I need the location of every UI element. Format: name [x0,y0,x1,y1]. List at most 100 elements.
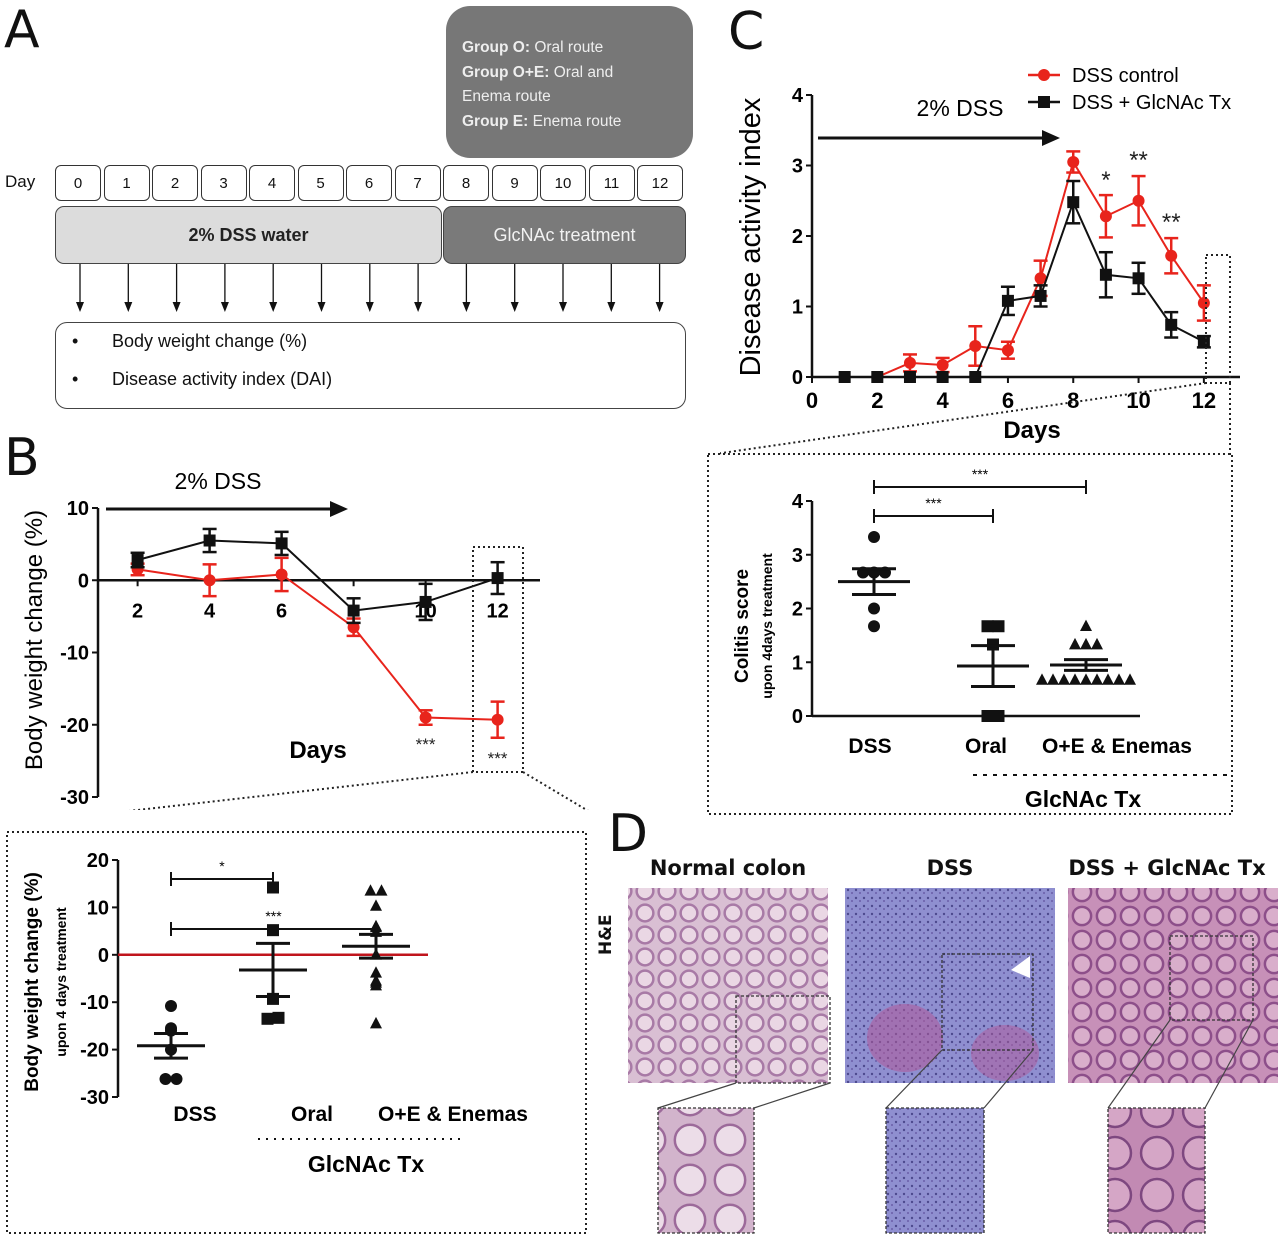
y-tick-label: 2 [792,599,803,621]
series-dss-control [871,150,1211,383]
measurement-arrowhead [124,302,133,312]
measurement-arrowhead [76,302,84,312]
data-point [1001,294,1014,307]
y-tick-label: -10 [80,992,109,1014]
y-tick-label: 4 [792,491,804,513]
group-dss [838,531,910,633]
significance-label: *** [488,749,508,768]
y-axis-label: Body weight change (%) [22,872,43,1092]
y-tick-label: -30 [60,787,89,809]
data-point [903,356,916,369]
comparison-significance: * [219,858,225,874]
dss-glcnac-colon-image-magnified [1107,1107,1206,1234]
category-label: O+E & Enemas [1042,735,1192,758]
y-tick-label: -20 [60,715,89,737]
day-label: Day [5,172,36,191]
y-tick-label: -10 [60,643,89,665]
data-point [1080,637,1092,650]
x-tick-label: 2 [871,388,883,413]
y-axis-sublabel: upon 4days treatment [759,553,775,699]
data-point [203,534,216,547]
day-cell: 8 [443,165,489,201]
y-axis-label: Disease activity index [735,97,767,376]
x-tick-label: 0 [806,388,818,413]
measurement-arrowhead [172,302,181,312]
data-point [347,621,360,634]
y-tick-label: 1 [792,652,803,674]
data-point [370,974,382,986]
measurement-arrowhead [655,302,664,312]
x-tick-label: 2 [132,600,143,622]
data-point [170,1072,183,1085]
zoom-connector [1107,1019,1171,1109]
day12-highlight-box [1205,254,1231,384]
zoom-inset-box [6,831,587,1234]
x-tick-label: 8 [1067,388,1079,413]
zoom-connector-left [720,382,1207,455]
data-point [936,359,949,372]
data-point [370,1016,382,1029]
y-tick-label: 3 [792,545,803,567]
day-cell: 4 [249,165,295,201]
crypt-remnant [971,1025,1039,1081]
legend-marker [1038,96,1050,108]
data-point [1069,673,1081,685]
data-point [969,339,982,352]
data-point [1091,637,1103,650]
data-point [375,884,388,896]
y-tick-label: 10 [87,897,109,919]
data-point [992,710,1005,722]
dss-arrow-label: 2% DSS [175,468,262,494]
x-tick-label: 4 [937,388,950,413]
data-point [159,1072,172,1085]
y-axis-label: Body weight change (%) [21,510,48,770]
data-point [272,1011,285,1024]
zoom-connector [657,1082,737,1109]
group-label: GlcNAc Tx [1025,786,1142,812]
data-point [275,537,288,550]
dss-water-phase: 2% DSS water [55,206,442,264]
data-point [868,531,880,544]
data-point [1036,673,1048,685]
normal-colon-image [628,888,828,1083]
zoom-connector-right [522,771,589,810]
comparison-significance: *** [972,466,989,482]
data-point [992,620,1005,633]
y-axis-sublabel: upon 4 days treatment [53,907,69,1057]
series-dss-control [130,556,505,740]
y-tick-label: 4 [792,85,804,107]
measure-dai: • Disease activity index (DAI) [72,369,333,389]
dss-arrowhead [330,501,348,517]
panel-d-letter: D [608,804,649,864]
x-tick-label: 12 [1192,388,1216,413]
zoom-connector [983,1049,1034,1109]
measurement-arrowhead [510,302,519,312]
group-oral [957,620,1029,722]
y-tick-label: -30 [80,1087,109,1109]
day-cell: 1 [103,165,150,201]
data-point [1132,194,1145,207]
data-point [1001,344,1014,357]
day-cell: 9 [491,165,538,201]
category-label: Oral [965,735,1007,758]
panel-a-letter: A [4,0,40,60]
y-axis-label: Colitis score [732,569,753,683]
zoom-region-box [941,953,1034,1051]
colitis-score-chart: 4 3 2 1 0 DSS Oral O+E & Enemas *** *** GlcNAc Tx C… [707,453,1233,815]
glcnac-treatment-phase: GlcNAc treatment [443,206,686,264]
day-cell: 10 [540,165,586,201]
significance-label: *** [416,735,436,754]
x-axis-label: Days [1003,417,1060,444]
measure-body-weight: • Body weight change (%) [72,331,308,351]
data-point [370,966,382,978]
histo-title-dss: DSS [926,856,974,880]
treatment-groups-box: Group O: Oral route Group O+E: Oral and … [446,6,693,158]
data-point [165,999,177,1012]
group-oe: Group O+E: Oral and [462,63,614,81]
crypt-remnant [867,1004,943,1072]
x-tick-label: 4 [204,600,216,622]
category-label: DSS [848,735,891,758]
y-tick-label: 0 [78,570,89,592]
data-point [981,710,994,722]
